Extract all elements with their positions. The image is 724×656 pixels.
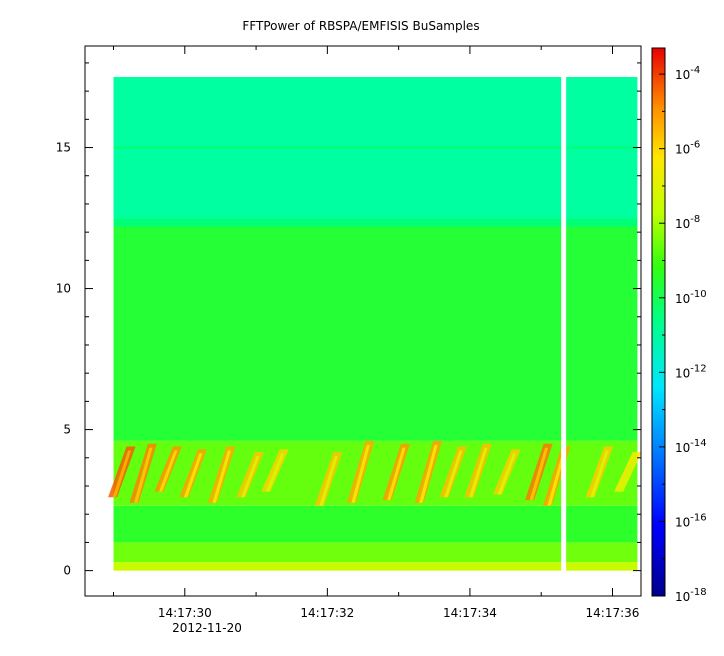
colorbar-axis: 10-18 10-16 10-14 10-12 10-10 10-8 10-6 10-4 <box>659 65 707 604</box>
power-band <box>113 542 638 563</box>
colorbar-tick-label: 10-10 <box>675 289 707 306</box>
chorus-burst-core <box>265 453 285 492</box>
chorus-burst-core <box>529 447 549 501</box>
y-tick-label: 10 <box>56 282 71 296</box>
power-band <box>113 218 638 227</box>
spectrogram-plot <box>108 77 642 571</box>
x-date-label: 2012-11-20 <box>172 621 242 635</box>
chorus-burst-core <box>319 456 338 506</box>
chorus-burst-core <box>240 456 260 498</box>
x-tick-label: 14:17:34 <box>443 606 497 620</box>
power-band <box>113 226 638 441</box>
colorbar-tick-label: 10-6 <box>675 140 700 157</box>
colorbar-tick-label: 10-4 <box>675 65 700 82</box>
power-band <box>113 562 638 571</box>
x-tick-label: 14:17:30 <box>158 606 212 620</box>
colorbar-tick-label: 10-12 <box>675 363 707 380</box>
power-band <box>113 505 638 543</box>
y-tick-label: 15 <box>56 141 71 155</box>
chorus-burst-core <box>419 444 438 503</box>
chorus-burst-core <box>497 453 516 495</box>
chorus-burst-core <box>468 447 488 498</box>
chorus-burst-core <box>444 450 463 498</box>
chorus-burst-core <box>618 456 638 492</box>
x-axis: 14:17:30 14:17:32 14:17:34 14:17:36 <box>113 46 640 620</box>
plot-area-border <box>84 45 642 597</box>
chorus-burst-core <box>351 444 370 503</box>
y-tick-label: 5 <box>63 423 71 437</box>
colorbar <box>651 47 666 597</box>
colorbar-tick-label: 10-8 <box>675 214 700 231</box>
x-tick-label: 14:17:36 <box>586 606 640 620</box>
chorus-burst-core <box>387 447 406 501</box>
colorbar-tick-label: 10-18 <box>675 587 707 604</box>
colorbar-tick-label: 10-14 <box>675 438 707 455</box>
chorus-burst-core <box>133 447 153 503</box>
colorbar-tick-label: 10-16 <box>675 512 707 529</box>
y-tick-label: 0 <box>63 564 71 578</box>
x-tick-label: 14:17:32 <box>300 606 354 620</box>
power-line-15 <box>113 146 638 149</box>
data-gap <box>561 77 567 571</box>
chorus-burst-core <box>158 450 178 492</box>
chorus-burst-core <box>590 450 609 498</box>
y-axis: 0 5 10 15 <box>56 62 641 578</box>
chorus-burst-core <box>183 453 203 498</box>
chorus-burst-core <box>112 450 132 498</box>
chart-title: FFTPower of RBSPA/EMFISIS BuSamples <box>242 19 479 33</box>
chorus-burst-core <box>212 450 231 503</box>
